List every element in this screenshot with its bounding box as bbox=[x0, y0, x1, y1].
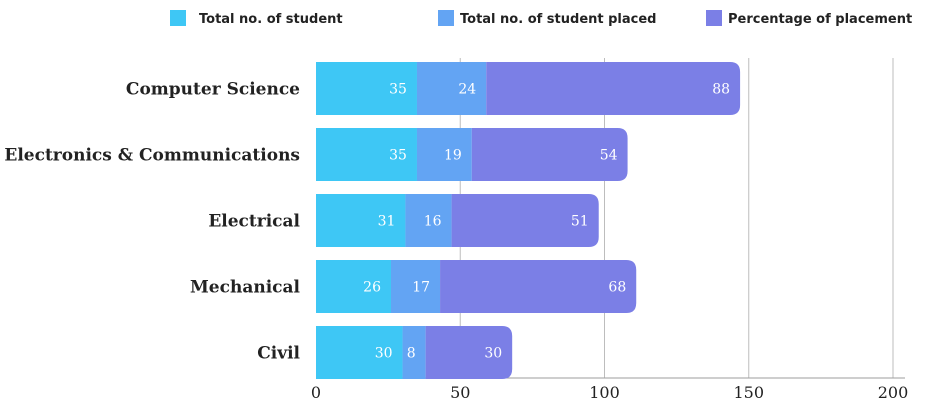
bar-value-label: 54 bbox=[600, 148, 618, 164]
bar-segment bbox=[451, 194, 599, 247]
legend-label: Percentage of placement bbox=[728, 12, 912, 27]
legend-label: Total no. of student bbox=[199, 12, 343, 27]
x-tick-label: 50 bbox=[450, 383, 470, 402]
bar-segment bbox=[391, 260, 441, 313]
bar-value-label: 68 bbox=[608, 280, 626, 296]
x-tick-label: 150 bbox=[733, 383, 764, 402]
bar-segment bbox=[416, 62, 487, 115]
legend-swatch bbox=[438, 10, 454, 26]
category-labels: Computer Science Electronics & Communicat… bbox=[4, 80, 300, 364]
bar-segment bbox=[316, 62, 417, 115]
bar-segment bbox=[471, 128, 628, 181]
x-tick-label: 0 bbox=[311, 383, 321, 402]
category-label: Electronics & Communications bbox=[4, 146, 300, 166]
bar-value-label: 35 bbox=[389, 82, 407, 98]
bar-value-label: 30 bbox=[375, 346, 393, 362]
bar-segment bbox=[316, 326, 403, 379]
bar-segment bbox=[316, 260, 392, 313]
bar-value-label: 35 bbox=[389, 148, 407, 164]
bar-value-label: 26 bbox=[363, 280, 381, 296]
x-tick-label: 200 bbox=[878, 383, 909, 402]
bar-segment bbox=[405, 194, 452, 247]
bar-segment bbox=[416, 128, 472, 181]
category-label: Electrical bbox=[208, 212, 300, 232]
bars: 35 24 88 35 19 54 31 16 51 26 17 68 30 8 30 bbox=[316, 62, 741, 379]
bar-value-label: 30 bbox=[484, 346, 502, 362]
legend-swatch bbox=[170, 10, 186, 26]
category-label: Mechanical bbox=[190, 278, 301, 298]
bar-segment bbox=[316, 194, 406, 247]
bar-segment bbox=[402, 326, 426, 379]
x-tick-labels: 0 50 100 150 200 bbox=[311, 383, 908, 402]
legend-swatch bbox=[706, 10, 722, 26]
bar-segment bbox=[486, 62, 741, 115]
bar-segment bbox=[316, 128, 417, 181]
category-label: Civil bbox=[257, 344, 300, 364]
bar-value-label: 51 bbox=[571, 214, 589, 230]
legend-label: Total no. of student placed bbox=[460, 12, 657, 27]
bar-segment bbox=[440, 260, 637, 313]
bar-value-label: 19 bbox=[444, 148, 462, 164]
bar-value-label: 24 bbox=[458, 82, 476, 98]
bar-value-label: 17 bbox=[412, 280, 430, 296]
category-label: Computer Science bbox=[126, 80, 300, 100]
bar-value-label: 88 bbox=[712, 82, 730, 98]
bar-segment bbox=[425, 326, 513, 379]
bar-value-label: 8 bbox=[407, 346, 416, 362]
bar-value-label: 31 bbox=[378, 214, 396, 230]
legend: Total no. of student Total no. of student… bbox=[170, 10, 912, 27]
x-tick-label: 100 bbox=[589, 383, 620, 402]
bar-value-label: 16 bbox=[424, 214, 442, 230]
